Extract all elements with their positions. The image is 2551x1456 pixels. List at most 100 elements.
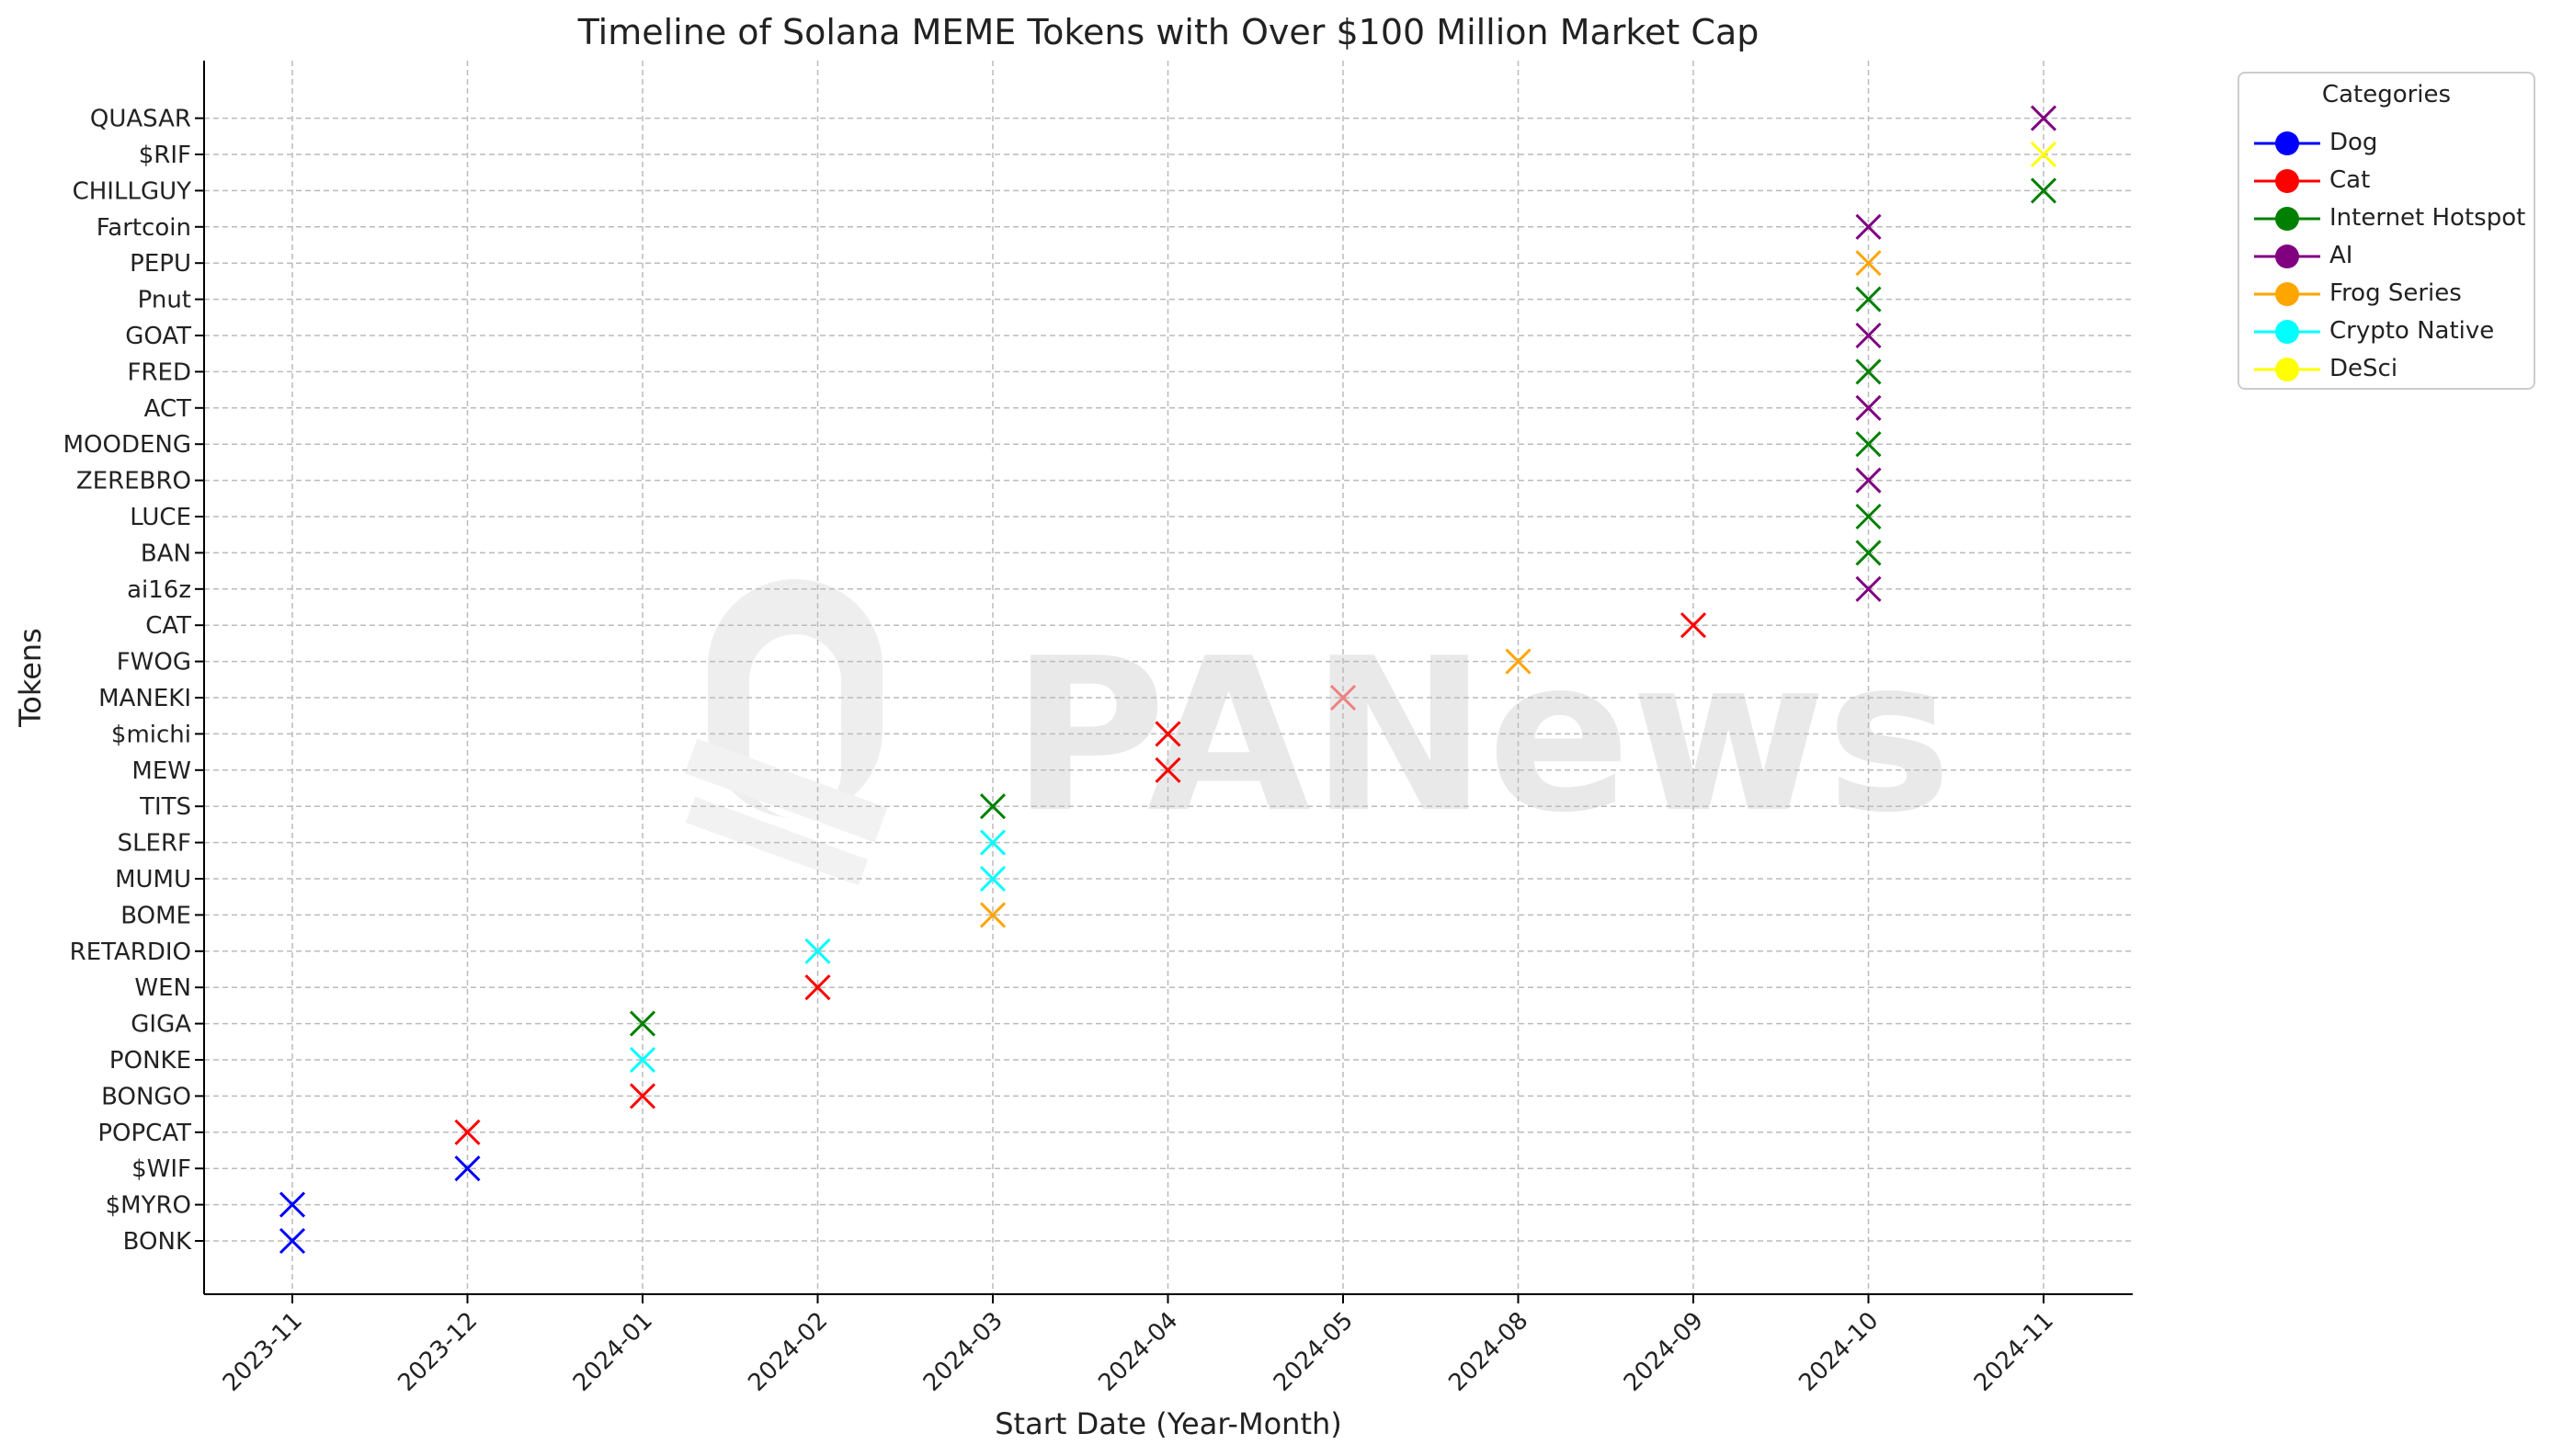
data-point (629, 1083, 656, 1109)
watermark-text: PANews (1011, 614, 1952, 859)
data-point (454, 1155, 481, 1182)
data-point (1855, 358, 1882, 385)
y-tick-label: GIGA (131, 1011, 191, 1039)
legend-swatch (2254, 358, 2320, 381)
legend-swatch (2254, 245, 2320, 268)
y-tick-label: SLERF (118, 830, 191, 858)
data-point (2030, 141, 2057, 168)
x-tick-label: 2023-11 (218, 1307, 308, 1397)
y-tick-label: BONK (123, 1228, 192, 1256)
data-point (1855, 213, 1882, 240)
chart-title: Timeline of Solana MEME Tokens with Over… (577, 12, 1760, 52)
y-tick-label: BONGO (101, 1083, 191, 1110)
data-point (1329, 684, 1357, 711)
y-tick-label: FRED (128, 358, 191, 386)
legend-label: Cat (2329, 166, 2371, 194)
x-tick-label: 2024-09 (1619, 1307, 1709, 1397)
y-axis-label: Tokens (13, 628, 48, 728)
y-tick-label: LUCE (130, 504, 191, 531)
y-tick-label: ai16z (127, 576, 191, 604)
data-point (279, 1227, 306, 1255)
x-tick-label: 2024-02 (743, 1307, 833, 1397)
data-point (1155, 721, 1181, 747)
x-tick-label: 2023-12 (393, 1307, 483, 1397)
legend-label: AI (2329, 242, 2353, 269)
legend-label: Frog Series (2329, 279, 2462, 307)
legend-title: Categories (2321, 81, 2452, 108)
legend-item: AI (2250, 238, 2526, 275)
data-point (804, 938, 831, 964)
y-tick-label: PEPU (130, 250, 191, 278)
y-tick-label: TITS (139, 793, 191, 821)
y-tick-label: FWOG (117, 649, 191, 677)
legend-swatch (2254, 282, 2320, 306)
y-tick-label: CAT (145, 612, 191, 640)
x-tick-label: 2024-10 (1794, 1307, 1884, 1397)
legend-swatch (2254, 207, 2320, 231)
data-point (979, 793, 1007, 820)
y-tick-label: MUMU (115, 866, 191, 893)
data-point (1505, 648, 1532, 675)
data-point (979, 865, 1007, 893)
data-point (1855, 467, 1882, 494)
data-point (1855, 575, 1882, 602)
data-point (2030, 105, 2057, 131)
x-axis-label: Start Date (Year-Month) (995, 1406, 1342, 1441)
scatter-points (279, 105, 2057, 1255)
legend-swatch (2254, 320, 2320, 344)
data-point (1855, 322, 1882, 349)
legend-item: Cat (2250, 163, 2526, 199)
data-point (279, 1191, 306, 1218)
y-tick-label: RETARDIO (70, 938, 191, 966)
y-tick-label: $michi (111, 721, 191, 748)
x-tick-label: 2024-03 (918, 1307, 1008, 1397)
y-tick-label: PONKE (109, 1047, 191, 1075)
legend-item: Internet Hotspot (2250, 200, 2526, 237)
x-tick-label: 2024-04 (1093, 1307, 1183, 1397)
data-point (1855, 503, 1882, 530)
y-tick-label: CHILLGUY (73, 177, 192, 205)
data-point (629, 1010, 656, 1037)
data-point (1855, 250, 1882, 277)
legend-item: Frog Series (2250, 276, 2526, 313)
x-tick-label: 2024-11 (1969, 1307, 2059, 1397)
y-tick-label: $WIF (131, 1155, 191, 1183)
y-tick-label: $RIF (139, 142, 191, 169)
y-tick-label: POPCAT (97, 1120, 191, 1147)
data-point (629, 1046, 656, 1074)
data-point (454, 1119, 481, 1145)
data-point (1855, 540, 1882, 566)
y-tick-label: WEN (134, 974, 191, 1002)
y-tick-label: MOODENG (63, 431, 191, 459)
data-point (804, 974, 831, 1001)
y-tick-label: ACT (144, 395, 191, 423)
y-tick-label: BOME (120, 902, 191, 929)
y-tick-label: Fartcoin (97, 214, 191, 242)
data-point (2030, 177, 2057, 204)
grid (204, 61, 2133, 1294)
y-axis-ticks: BONK $MYRO $WIF POPCAT BONGO PONKE GIGA WEN RETA… (63, 106, 204, 1256)
y-tick-label: GOAT (125, 323, 191, 350)
legend-item: DeSci (2250, 351, 2526, 388)
y-tick-label: MANEKI (98, 685, 191, 712)
x-tick-label: 2024-05 (1269, 1307, 1359, 1397)
y-tick-label: BAN (141, 540, 191, 567)
legend-swatch (2254, 131, 2320, 155)
x-tick-label: 2024-01 (568, 1307, 658, 1397)
y-tick-label: QUASAR (90, 106, 191, 133)
x-axis-ticks: 2023-11 2023-12 2024-01 2024-02 2024-03 2024-… (218, 1294, 2059, 1397)
legend-item: Crypto Native (2250, 313, 2526, 350)
data-point (979, 829, 1007, 856)
y-tick-label: Pnut (138, 287, 191, 314)
legend-label: Dog (2329, 129, 2378, 156)
data-point (979, 902, 1007, 928)
data-point (1855, 394, 1882, 421)
y-tick-label: $MYRO (106, 1192, 191, 1220)
legend-swatch (2254, 169, 2320, 193)
y-tick-label: MEW (131, 757, 191, 785)
x-tick-label: 2024-08 (1443, 1307, 1533, 1397)
legend-label: DeSci (2329, 355, 2398, 382)
data-point (1855, 286, 1882, 313)
